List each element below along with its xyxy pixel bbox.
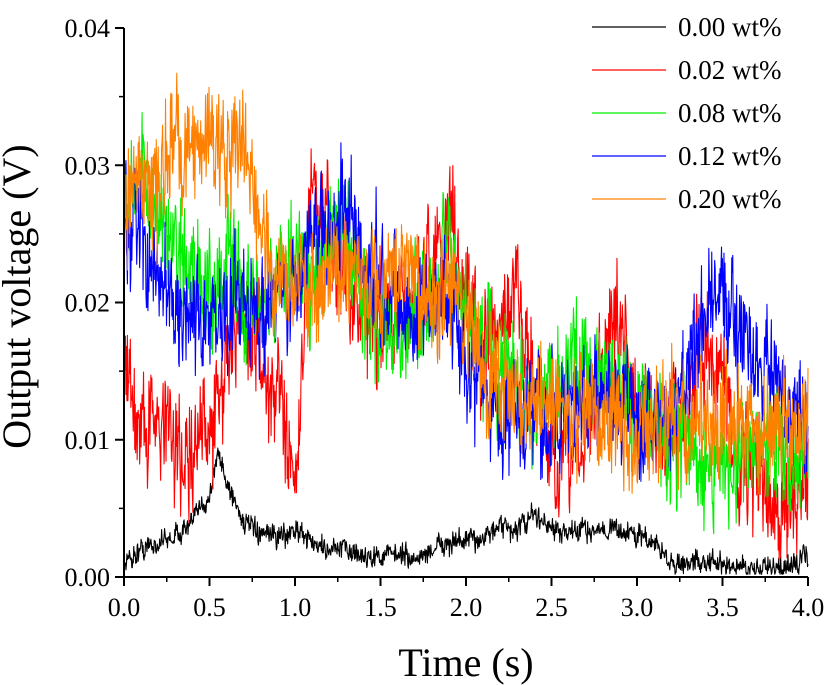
legend-label: 0.00 wt% xyxy=(678,12,782,42)
x-tick-label: 3.0 xyxy=(621,593,654,622)
y-tick-label: 0.02 xyxy=(65,289,111,318)
x-axis-title: Time (s) xyxy=(398,640,533,685)
x-tick-label: 0.5 xyxy=(193,593,226,622)
x-tick-label: 0.0 xyxy=(108,593,141,622)
series-line-4 xyxy=(123,72,809,495)
legend: 0.00 wt% 0.02 wt% 0.08 wt% 0.12 wt% 0.20 wt% xyxy=(592,12,782,214)
y-tick-label: 0.00 xyxy=(65,563,111,592)
y-tick-label: 0.04 xyxy=(65,14,111,43)
x-tick-label: 3.5 xyxy=(706,593,739,622)
series-layer xyxy=(123,72,809,575)
y-tick-label: 0.01 xyxy=(65,426,111,455)
legend-label: 0.20 wt% xyxy=(678,184,782,214)
y-tick-label: 0.03 xyxy=(65,151,111,180)
x-tick-label: 2.5 xyxy=(535,593,568,622)
x-tick-label: 2.0 xyxy=(450,593,483,622)
legend-label: 0.12 wt% xyxy=(678,141,782,171)
legend-label: 0.08 wt% xyxy=(678,98,782,128)
series-line-3 xyxy=(123,142,809,482)
x-tick-label: 4.0 xyxy=(792,593,825,622)
legend-label: 0.02 wt% xyxy=(678,55,782,85)
x-tick-label: 1.5 xyxy=(364,593,397,622)
x-tick-label: 1.0 xyxy=(279,593,312,622)
series-line-0 xyxy=(123,447,809,575)
y-axis-title: Output voltage (V) xyxy=(0,144,39,448)
axes-layer: 0.0 0.5 1.0 1.5 2.0 2.5 3.0 3.5 4.0 0.00 0.01 0.02 0… xyxy=(65,14,825,622)
